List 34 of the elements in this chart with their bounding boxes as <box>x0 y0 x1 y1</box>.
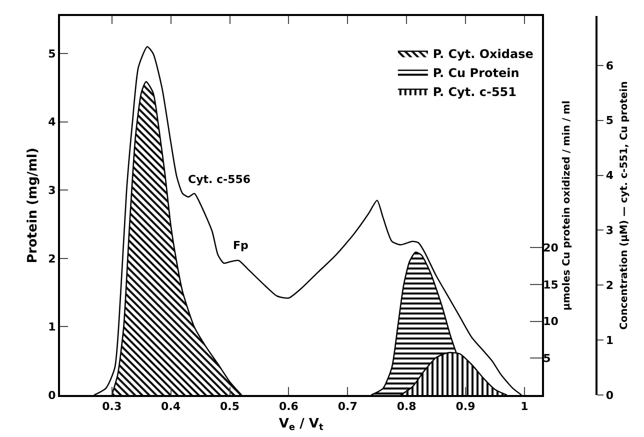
x-tick-label: 1 <box>520 400 528 414</box>
y-tick-label: 5 <box>48 47 56 60</box>
y3-axis-title: Concentration (µM) — cyt. c-551, Cu protein <box>618 81 630 330</box>
y3-tick-label: 1 <box>606 334 614 347</box>
x-tick-label: 0.8 <box>396 400 416 414</box>
legend-label: P. Cyt. c-551 <box>432 84 516 99</box>
y2-tick-label: 5 <box>543 352 551 365</box>
y-tick-label: 0 <box>48 388 56 402</box>
x-tick-label: 0.3 <box>102 400 122 414</box>
x-tick-label: 0.6 <box>278 400 299 414</box>
y2-axis-title: µmoles Cu protein oxidized / min / ml <box>561 100 572 310</box>
y3-tick-label: 0 <box>606 388 614 402</box>
y2-tick-label: 10 <box>543 315 559 328</box>
y-tick-label: 1 <box>48 320 56 334</box>
x-tick-label: 0.7 <box>338 400 358 414</box>
y3-tick-label: 6 <box>606 59 614 72</box>
y3-tick-label: 4 <box>606 169 614 182</box>
y3-tick-label: 2 <box>606 278 614 292</box>
y-tick-label: 3 <box>48 184 56 197</box>
y-tick-label: 2 <box>48 252 56 266</box>
legend-label: P. Cu Protein <box>432 66 520 80</box>
x-tick-label: 0.9 <box>456 400 476 414</box>
x-tick-label: 0.5 <box>220 400 240 414</box>
x-axis-title: V$_{e}$ / V$_{t}$ <box>278 416 324 434</box>
x-tick-label: 0.4 <box>161 400 181 414</box>
annotation: Fp <box>233 239 249 252</box>
legend-label: P. Cyt. Oxidase <box>432 46 534 61</box>
y3-tick-label: 3 <box>606 224 614 238</box>
y3-tick-label: 5 <box>606 114 614 128</box>
y-axis-title: Protein (mg/ml) <box>26 148 41 264</box>
y-tick-label: 4 <box>48 116 56 129</box>
y2-tick-label: 20 <box>543 241 559 254</box>
annotation: Cyt. c-556 <box>188 173 251 186</box>
y2-tick-label: 15 <box>543 278 558 292</box>
